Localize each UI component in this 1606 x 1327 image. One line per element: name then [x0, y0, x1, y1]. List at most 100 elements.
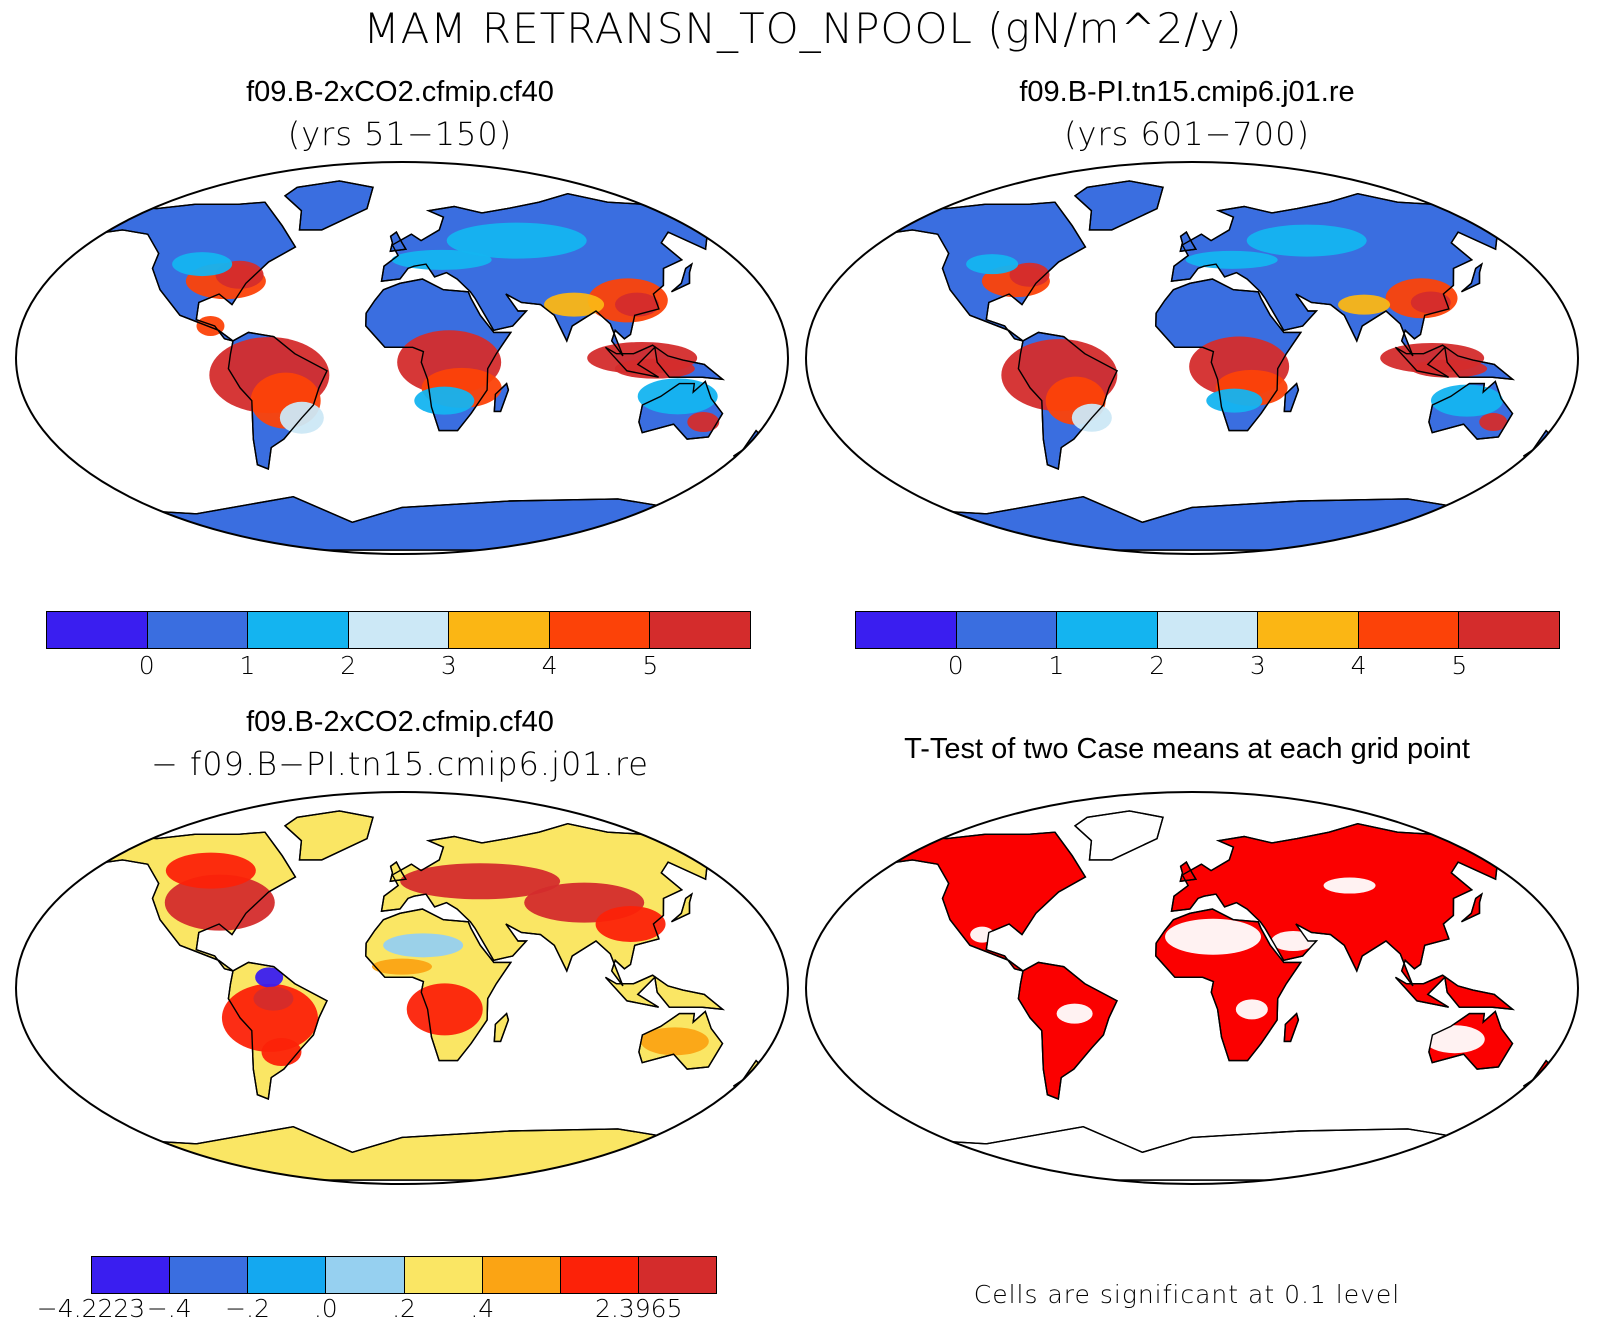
field-patch	[595, 905, 666, 942]
field-patch	[1410, 291, 1451, 314]
colorbar-tick-label: .2	[392, 1294, 416, 1323]
field-patch	[221, 983, 318, 1052]
colorbar-swatch	[856, 612, 957, 648]
coastline	[493, 382, 510, 413]
colorbar-difference	[91, 1256, 717, 1294]
landmass-greenland	[1073, 180, 1164, 231]
colorbar-tick-label: 4	[1350, 651, 1367, 680]
coastline	[227, 961, 328, 1100]
field-patch	[1165, 918, 1262, 955]
field-patch	[391, 249, 492, 270]
field-patch	[1430, 384, 1503, 417]
panel-tr-title: f09.B-PI.tn15.cmip6.j01.re	[1019, 76, 1355, 108]
field-patch	[255, 967, 284, 988]
colorbar-swatch	[404, 1257, 483, 1293]
map-ttest-significance	[805, 791, 1579, 1185]
coastline	[389, 231, 408, 253]
colorbar-tick-label: −.4	[146, 1294, 192, 1323]
field-patch	[383, 933, 464, 958]
field-patch	[172, 252, 233, 277]
colorbar-swatch	[956, 612, 1058, 648]
coastline	[1461, 262, 1483, 293]
field-patch	[164, 874, 275, 931]
coastline	[879, 831, 1087, 972]
coastline	[1394, 974, 1515, 1011]
map-boundary	[15, 791, 789, 1185]
coastline	[1428, 380, 1514, 440]
map-difference	[15, 791, 789, 1185]
colorbar-tick-label: 2	[340, 651, 357, 680]
field-patch	[615, 292, 660, 317]
coastline	[380, 822, 736, 987]
landmass-greenland	[1073, 810, 1164, 861]
coastline	[1073, 180, 1164, 231]
colorbar-control-case-labels: 0 1 2 3 4 5	[46, 651, 751, 683]
coastline	[389, 861, 408, 883]
field-patch	[544, 292, 605, 317]
field-patch	[1479, 413, 1508, 432]
colorbar-tick-label: 0	[947, 651, 964, 680]
colorbar-swatch	[326, 1257, 405, 1293]
field-patch	[966, 254, 1019, 275]
coastline	[1283, 382, 1300, 413]
colorbar-tick-label: −4.2223	[36, 1294, 146, 1323]
colorbar-swatch	[248, 612, 349, 648]
colorbar-reference-case	[855, 611, 1560, 649]
coastline	[89, 831, 297, 972]
colorbar-tick-label: .0	[313, 1294, 338, 1323]
colorbar-reference-case-labels: 0 1 2 3 4 5	[855, 651, 1560, 683]
coastline	[1017, 961, 1118, 1100]
colorbar-swatch	[170, 1257, 249, 1293]
field-patch	[1424, 1025, 1485, 1054]
colorbar-swatch	[92, 1257, 171, 1293]
coastline	[1073, 810, 1164, 861]
coastline	[1461, 892, 1483, 923]
landmass-greenland	[283, 180, 374, 231]
landmass-greenland	[283, 810, 374, 861]
colorbar-swatch	[560, 1257, 639, 1293]
colorbar-tick-label: 3	[1249, 651, 1266, 680]
map-boundary	[805, 161, 1579, 555]
field-patch	[614, 358, 695, 379]
coastline	[638, 380, 724, 440]
colorbar-swatch	[147, 612, 249, 648]
colorbar-tick-label: 1	[1048, 651, 1065, 680]
field-patch	[253, 986, 294, 1011]
colorbar-tick-label: 4	[541, 651, 558, 680]
map-reference-case	[805, 161, 1579, 555]
colorbar-tick-label: 5	[1451, 651, 1468, 680]
colorbar-difference-labels: −4.2223 −.4 −.2 .0 .2 .4 2.3965	[37, 1294, 717, 1327]
colorbar-swatch	[248, 1257, 327, 1293]
panel-tl-title: f09.B-2xCO2.cfmip.cf40	[246, 76, 554, 108]
map-control-case	[15, 161, 789, 555]
coastline	[1017, 331, 1118, 470]
coastline	[671, 892, 693, 923]
landmass-samerica	[1017, 961, 1118, 1100]
field-patch	[970, 926, 995, 943]
colorbar-swatch	[1157, 612, 1259, 648]
field-patch	[406, 983, 483, 1036]
panel-br-title: T-Test of two Case means at each grid po…	[904, 733, 1470, 765]
coastline	[493, 1012, 510, 1043]
coastline	[380, 192, 736, 357]
colorbar-tick-label: 2	[1149, 651, 1166, 680]
coastline	[879, 201, 1087, 342]
colorbar-tick-label: −.2	[225, 1294, 270, 1323]
colorbar-swatch	[638, 1257, 716, 1293]
field-patch	[687, 412, 720, 433]
significance-note: Cells are significant at 0.1 level	[973, 1280, 1401, 1309]
field-patch	[261, 1038, 302, 1067]
field-patch	[1206, 388, 1263, 413]
colorbar-tick-label: .4	[470, 1294, 495, 1323]
colorbar-control-case	[46, 611, 751, 649]
coastline	[283, 810, 374, 861]
field-patch	[1235, 999, 1268, 1020]
coastline	[638, 1010, 724, 1070]
field-patch	[1246, 224, 1367, 257]
field-patch	[1411, 359, 1488, 378]
map-boundary	[805, 791, 1579, 1185]
field-patch	[414, 386, 475, 415]
coastline	[1394, 344, 1515, 381]
colorbar-tick-label: 1	[239, 651, 256, 680]
field-patch	[1185, 250, 1278, 269]
